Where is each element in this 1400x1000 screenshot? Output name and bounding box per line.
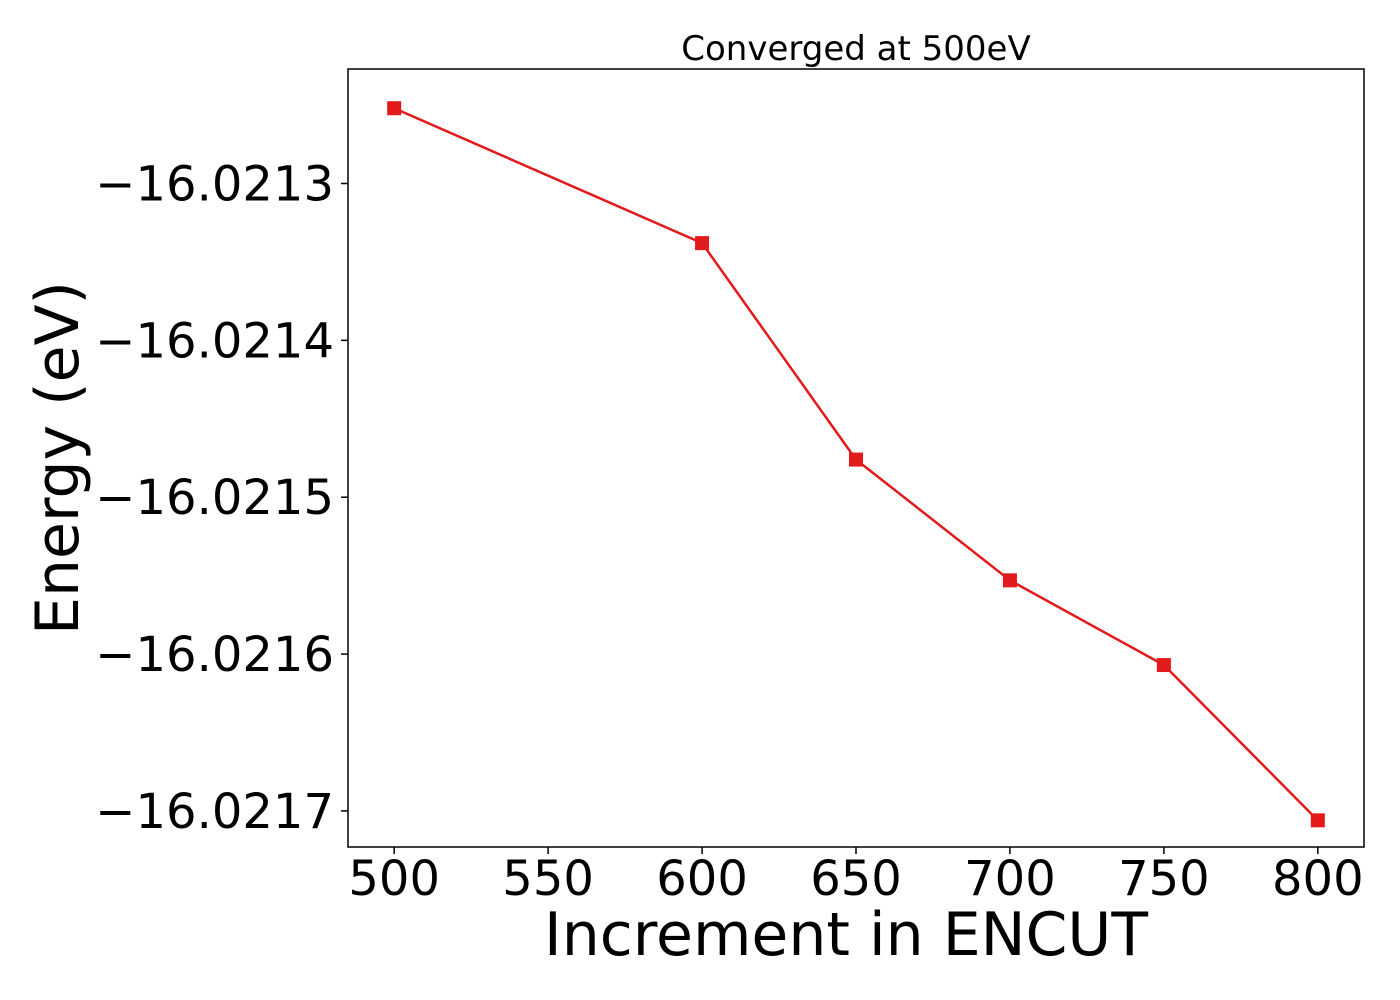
data-point-marker [849, 452, 863, 467]
y-tick-label: −16.0217 [95, 784, 334, 840]
chart-title: Converged at 500eV [681, 29, 1030, 69]
x-tick-label: 800 [1272, 851, 1364, 907]
x-axis-label: Increment in ENCUT [544, 900, 1148, 970]
y-tick-label: −16.0214 [95, 313, 334, 369]
x-axis-ticks: 500 550 600 650 700 750 800 [348, 847, 1364, 907]
y-axis-label: Energy (eV) [23, 281, 93, 635]
y-tick-label: −16.0215 [95, 470, 334, 526]
x-tick-label: 700 [964, 851, 1056, 907]
y-tick-label: −16.0216 [95, 627, 334, 683]
data-point-marker [387, 101, 402, 116]
data-point-marker [695, 236, 710, 251]
data-point-marker [1310, 813, 1325, 828]
y-axis-ticks: −16.0213 −16.0214 −16.0215 −16.0216 −16.0217 [95, 157, 348, 840]
series-group [387, 101, 1325, 828]
x-tick-label: 750 [1118, 851, 1210, 907]
x-tick-label: 550 [502, 851, 594, 907]
x-tick-label: 500 [348, 851, 440, 907]
x-tick-label: 650 [810, 851, 902, 907]
x-tick-label: 600 [656, 851, 748, 907]
series-line [393, 107, 1319, 822]
data-point-marker [1156, 658, 1171, 673]
data-point-marker [1002, 573, 1017, 588]
y-tick-label: −16.0213 [95, 157, 334, 213]
